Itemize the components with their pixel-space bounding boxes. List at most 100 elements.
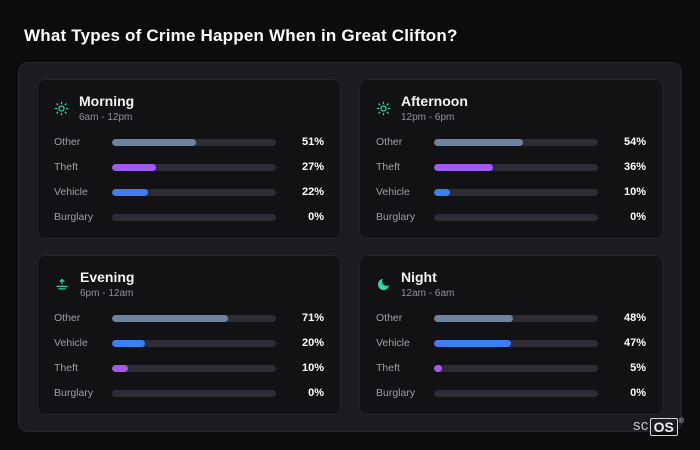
bar-value: 20%: [301, 337, 324, 349]
card-header: Night 12am - 6am: [376, 269, 646, 299]
bar-row: Theft 27%: [54, 161, 324, 173]
card-heading: Morning 6am - 12pm: [79, 93, 134, 123]
bar-track: [434, 314, 598, 322]
bar-row: Other 48%: [376, 312, 646, 324]
bar-label: Vehicle: [376, 337, 410, 349]
bar-fill: [112, 314, 229, 322]
bar-track: [112, 339, 276, 347]
bar-track: [434, 188, 598, 196]
bar-track: [112, 163, 276, 171]
bar-rows: Other 54% Theft 36% Vehicle 10% Burglary: [376, 136, 646, 223]
logo-text-os: OS: [649, 418, 678, 436]
bar-value: 54%: [623, 136, 646, 148]
bar-value: 10%: [301, 362, 324, 374]
sun-icon: [54, 101, 69, 116]
bar-row: Burglary 0%: [376, 387, 646, 399]
card-title: Morning: [79, 93, 135, 109]
bar-value: 0%: [308, 211, 324, 223]
bar-track: [112, 364, 276, 372]
bar-label: Other: [54, 312, 81, 324]
bar-track: [434, 339, 598, 347]
bar-value: 5%: [630, 362, 646, 374]
bar-track: [434, 163, 598, 171]
card-title: Afternoon: [401, 93, 468, 109]
bar-label: Theft: [54, 161, 78, 173]
bar-label: Theft: [54, 362, 78, 374]
bar-label: Theft: [376, 161, 400, 173]
bar-value: 71%: [301, 312, 324, 324]
bar-label: Other: [54, 136, 81, 148]
page-title: What Types of Crime Happen When in Great…: [24, 26, 458, 45]
bar-row: Theft 5%: [376, 362, 646, 374]
bar-label: Burglary: [54, 211, 94, 223]
bar-label: Theft: [376, 362, 400, 374]
bar-label: Burglary: [376, 387, 416, 399]
bar-row: Other 71%: [54, 312, 324, 324]
scos-logo: sc OS ®: [633, 418, 684, 436]
card-morning: Morning 6am - 12pm Other 51% Theft 27% V…: [37, 79, 341, 239]
bar-value: 10%: [623, 186, 646, 198]
bar-fill: [112, 163, 157, 171]
bar-row: Vehicle 22%: [54, 186, 324, 198]
bar-row: Burglary 0%: [54, 211, 324, 223]
bar-value: 51%: [301, 136, 324, 148]
bar-track: [112, 213, 276, 221]
registered-mark: ®: [678, 418, 684, 425]
card-heading: Afternoon 12pm - 6pm: [401, 93, 468, 123]
bar-value: 0%: [308, 387, 324, 399]
bar-row: Other 51%: [54, 136, 324, 148]
sun-icon: [376, 101, 391, 116]
bar-rows: Other 51% Theft 27% Vehicle 22% Burglary: [54, 136, 324, 223]
bar-fill: [112, 339, 145, 347]
bar-fill: [434, 339, 512, 347]
bar-label: Vehicle: [376, 186, 410, 198]
bar-row: Other 54%: [376, 136, 646, 148]
bar-track: [434, 364, 598, 372]
bar-label: Vehicle: [54, 337, 88, 349]
bar-value: 48%: [623, 312, 646, 324]
logo-text-sc: sc: [632, 417, 649, 434]
bar-value: 27%: [301, 161, 324, 173]
card-heading: Evening 6pm - 12am: [80, 269, 134, 299]
bar-track: [112, 188, 276, 196]
bar-row: Vehicle 47%: [376, 337, 646, 349]
bar-track: [434, 213, 598, 221]
bar-fill: [434, 138, 523, 146]
card-header: Evening 6pm - 12am: [54, 269, 324, 299]
card-subtitle: 12pm - 6pm: [401, 112, 455, 123]
bar-value: 36%: [623, 161, 646, 173]
bar-value: 0%: [630, 387, 646, 399]
sunset-icon: [54, 277, 70, 292]
bar-track: [112, 389, 276, 397]
bar-value: 0%: [630, 211, 646, 223]
card-evening: Evening 6pm - 12am Other 71% Vehicle 20%…: [37, 255, 341, 415]
card-night: Night 12am - 6am Other 48% Vehicle 47% T…: [359, 255, 663, 415]
bar-fill: [112, 188, 149, 196]
bar-row: Theft 10%: [54, 362, 324, 374]
bar-row: Burglary 0%: [54, 387, 324, 399]
bar-fill: [434, 188, 451, 196]
bar-row: Vehicle 20%: [54, 337, 324, 349]
bar-rows: Other 48% Vehicle 47% Theft 5% Burglary: [376, 312, 646, 399]
card-heading: Night 12am - 6am: [401, 269, 454, 299]
bar-fill: [112, 138, 196, 146]
bar-row: Vehicle 10%: [376, 186, 646, 198]
bar-track: [434, 138, 598, 146]
card-title: Night: [401, 269, 437, 285]
bar-fill: [434, 314, 513, 322]
bar-value: 47%: [623, 337, 646, 349]
bar-value: 22%: [301, 186, 324, 198]
card-subtitle: 6pm - 12am: [80, 288, 134, 299]
bar-row: Theft 36%: [376, 161, 646, 173]
card-subtitle: 6am - 12pm: [79, 112, 133, 123]
card-header: Afternoon 12pm - 6pm: [376, 93, 646, 123]
crime-by-time-panel: Morning 6am - 12pm Other 51% Theft 27% V…: [18, 62, 682, 432]
bar-label: Other: [376, 136, 403, 148]
bar-fill: [434, 364, 443, 372]
bar-rows: Other 71% Vehicle 20% Theft 10% Burglary: [54, 312, 324, 399]
card-title: Evening: [80, 269, 135, 285]
card-subtitle: 12am - 6am: [401, 288, 455, 299]
bar-track: [112, 314, 276, 322]
bar-fill: [112, 364, 129, 372]
